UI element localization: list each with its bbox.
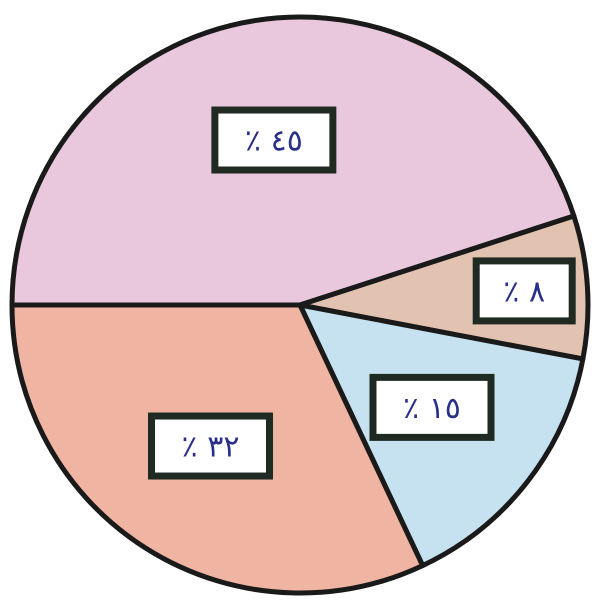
data-label: ٣٢ ٪ bbox=[182, 430, 240, 465]
label-box bbox=[147, 412, 273, 480]
label-box bbox=[211, 106, 337, 174]
label-box bbox=[472, 257, 576, 325]
label-box bbox=[369, 373, 495, 441]
data-label: ١٥ ٪ bbox=[403, 391, 461, 426]
data-label: ٨ ٪ bbox=[503, 274, 545, 309]
data-label: ٤٥ ٪ bbox=[245, 124, 303, 159]
